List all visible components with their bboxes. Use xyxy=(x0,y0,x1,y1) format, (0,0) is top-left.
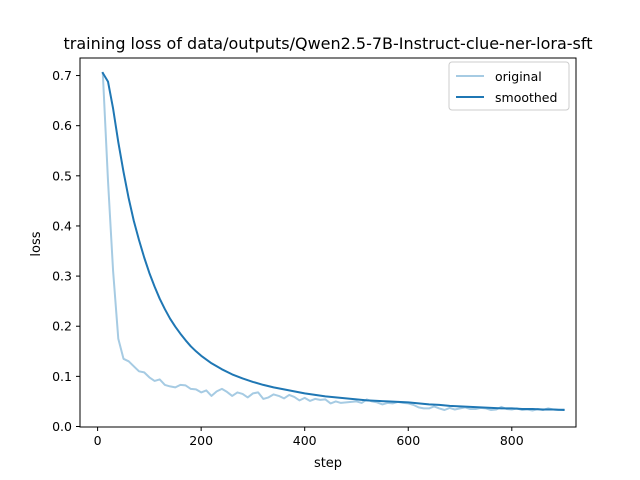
y-tick-label: 0.0 xyxy=(52,419,72,434)
y-tick-label: 0.3 xyxy=(52,269,72,284)
y-tick-label: 0.1 xyxy=(52,369,72,384)
legend-label-smoothed: smoothed xyxy=(495,90,557,105)
plot-frame xyxy=(79,57,577,428)
y-tick-label: 0.6 xyxy=(52,118,72,133)
series-line-smoothed xyxy=(101,71,565,412)
legend: original smoothed xyxy=(448,61,570,111)
x-axis-ticks: 0 200 400 600 800 xyxy=(94,427,524,448)
y-tick-label: 0.7 xyxy=(52,68,72,83)
y-tick-label: 0.2 xyxy=(52,319,72,334)
x-tick-label: 0 xyxy=(94,433,102,448)
x-tick-label: 200 xyxy=(189,433,213,448)
y-axis-ticks: 0.0 0.1 0.2 0.3 0.4 0.5 0.6 0.7 xyxy=(52,68,80,434)
legend-label-original: original xyxy=(495,69,542,84)
x-axis-label: step xyxy=(314,456,342,471)
x-tick-label: 600 xyxy=(396,433,420,448)
series-lines xyxy=(101,71,565,412)
x-tick-label: 800 xyxy=(500,433,524,448)
y-tick-label: 0.4 xyxy=(52,218,72,233)
y-axis-label: loss xyxy=(29,231,44,256)
y-tick-label: 0.5 xyxy=(52,168,72,183)
chart-title: training loss of data/outputs/Qwen2.5-7B… xyxy=(63,34,592,53)
x-tick-label: 400 xyxy=(293,433,317,448)
